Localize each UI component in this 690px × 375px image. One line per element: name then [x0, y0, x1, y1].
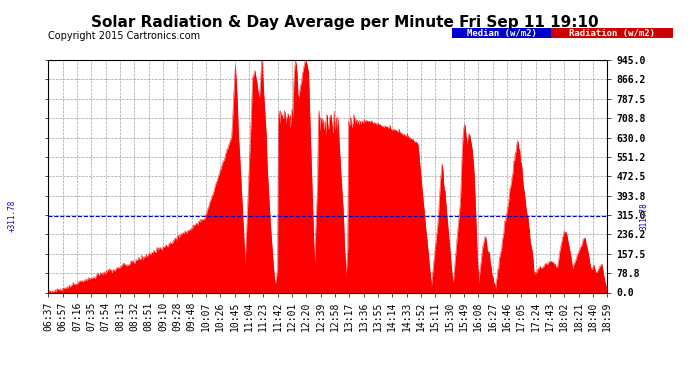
Text: Radiation (w/m2): Radiation (w/m2): [569, 29, 655, 38]
Text: Median (w/m2): Median (w/m2): [466, 29, 537, 38]
Text: Copyright 2015 Cartronics.com: Copyright 2015 Cartronics.com: [48, 32, 200, 41]
Bar: [452, 28, 551, 39]
Text: Solar Radiation & Day Average per Minute Fri Sep 11 19:10: Solar Radiation & Day Average per Minute…: [91, 15, 599, 30]
Text: +311.78: +311.78: [8, 200, 17, 232]
Bar: [551, 28, 673, 39]
Text: 311.78: 311.78: [639, 202, 648, 229]
